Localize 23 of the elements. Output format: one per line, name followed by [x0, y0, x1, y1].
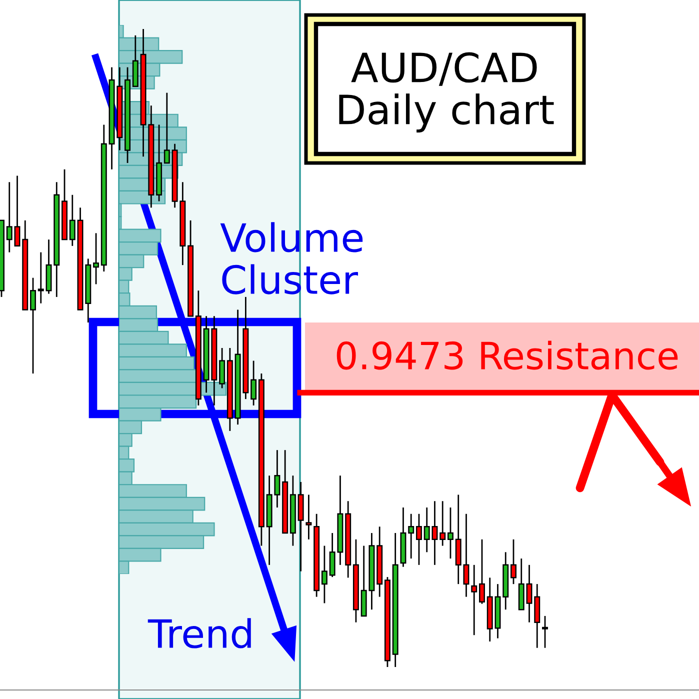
- candlestick: [6, 181, 12, 253]
- candlestick: [526, 564, 532, 624]
- ref-line-label: 0.9473 Resistance: [336, 340, 678, 370]
- annotation: Trend: [148, 618, 251, 648]
- candlestick: [14, 175, 20, 247]
- candlestick: [164, 92, 170, 164]
- candlestick: [250, 360, 257, 406]
- candlestick: [542, 615, 548, 649]
- candlestick: [408, 513, 414, 560]
- candlestick: [321, 545, 328, 604]
- candlestick: [447, 506, 454, 560]
- text: AUD/CAD Daily chart: [339, 52, 554, 133]
- candlestick: [416, 513, 422, 566]
- candlestick: [471, 564, 478, 636]
- candlestick: [306, 494, 312, 540]
- candlestick: [93, 232, 100, 285]
- candlestick: [510, 538, 516, 585]
- candlestick: [219, 347, 226, 389]
- candlestick: [38, 252, 44, 304]
- candlestick: [30, 277, 36, 374]
- candlestick: [69, 194, 76, 247]
- candlestick: [440, 500, 446, 546]
- candlestick: [478, 538, 485, 605]
